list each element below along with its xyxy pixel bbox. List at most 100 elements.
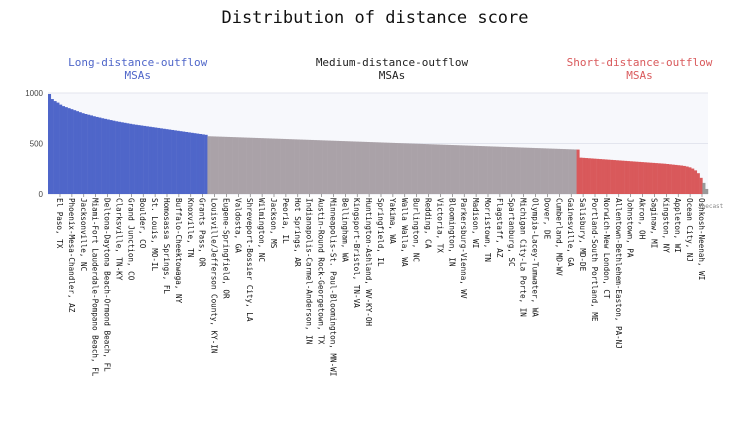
bar: [296, 139, 300, 194]
group-sublabel: MSAs: [626, 69, 653, 82]
bar: [249, 137, 253, 194]
bar: [702, 182, 706, 194]
x-tick-label: Akron, OH: [638, 198, 647, 240]
bar: [383, 142, 387, 194]
bar: [615, 160, 619, 194]
bar: [112, 120, 116, 194]
bar: [201, 134, 205, 194]
x-tick-label: Bellingham, WA: [340, 198, 349, 262]
x-tick-label: Springfield, IL: [376, 198, 385, 267]
x-tick-labels: El Paso, TX Phoenix-Mesa-Chandler, AZ Jack…: [55, 194, 706, 377]
x-tick-label: Jacksonville, NC: [79, 198, 88, 271]
x-tick-label: Austin-Round Rock-Georgetown, TX: [317, 198, 326, 345]
bar: [213, 136, 217, 194]
bar: [70, 109, 74, 194]
bar: [327, 140, 331, 194]
bar: [556, 148, 561, 194]
bar: [243, 137, 247, 194]
bar: [677, 165, 681, 194]
bar: [185, 131, 189, 194]
group-sublabel: MSAs: [379, 69, 406, 82]
bar: [551, 148, 555, 194]
bar: [288, 139, 292, 194]
bar: [103, 118, 107, 194]
bar: [512, 147, 516, 194]
bar: [268, 138, 272, 194]
x-tick-label: Eugene-Springfield, OR: [221, 198, 230, 299]
x-tick-label: Deltona-Daytona Beach-Ormond Beach, FL: [103, 198, 112, 372]
bar: [470, 145, 474, 194]
bar: [498, 146, 502, 194]
bar: [101, 118, 105, 194]
bar: [148, 126, 152, 194]
bar: [106, 119, 110, 194]
group-label: Short-distance-outflow: [567, 56, 713, 69]
bar: [134, 124, 138, 194]
bar: [643, 162, 647, 194]
bar: [187, 132, 191, 194]
bar: [389, 142, 393, 194]
bar: [593, 158, 597, 194]
bar: [87, 114, 91, 194]
bar: [487, 146, 491, 194]
bar: [450, 145, 454, 194]
bar: [313, 140, 317, 194]
bar: [260, 138, 264, 194]
bar: [75, 111, 80, 194]
bar: [215, 136, 219, 194]
x-tick-label: Kingsport-Bristol, TN-VA: [352, 198, 361, 308]
bar: [545, 148, 549, 194]
bar: [302, 139, 306, 194]
bar: [333, 140, 337, 194]
bar: [266, 138, 270, 194]
bar: [182, 131, 186, 194]
bar: [263, 138, 267, 194]
bar: [579, 157, 583, 194]
bar: [280, 138, 284, 194]
x-tick-label: Grants Pass, OR: [198, 198, 207, 267]
bar: [646, 162, 650, 194]
bar: [324, 140, 328, 194]
bar: [173, 130, 177, 194]
bar: [663, 163, 667, 194]
bar: [210, 136, 214, 194]
bar: [467, 145, 471, 194]
bar: [308, 139, 312, 194]
bar: [224, 136, 228, 194]
bar: [282, 138, 286, 194]
bar: [61, 106, 66, 194]
bar: [531, 147, 535, 194]
x-tick-label: Louisville/Jefferson County, KY-IN: [210, 198, 219, 354]
bar: [123, 122, 127, 194]
corner-label: Joecast: [698, 203, 724, 210]
bar: [140, 125, 144, 194]
bar: [517, 147, 521, 194]
bar: [526, 147, 530, 194]
bar: [674, 164, 678, 194]
bar: [638, 161, 642, 194]
bar: [350, 141, 354, 194]
bar: [394, 142, 398, 194]
bar: [131, 124, 135, 194]
bar: [361, 141, 365, 194]
bar: [610, 159, 614, 194]
bar: [64, 107, 68, 194]
bar: [257, 138, 261, 194]
bar: [436, 144, 440, 194]
x-tick-label: Spartanburg, SC: [507, 198, 516, 267]
bar: [347, 141, 351, 194]
bar: [414, 143, 418, 194]
bar: [439, 144, 443, 194]
x-tick-label: Ocean City, NJ: [685, 198, 694, 262]
bar: [411, 143, 415, 194]
bar: [235, 137, 239, 194]
bar: [657, 163, 661, 194]
bar: [529, 147, 533, 194]
bar: [159, 128, 163, 194]
bar: [338, 140, 342, 194]
bar: [56, 102, 60, 194]
x-tick-label: Knoxville, TN: [186, 198, 195, 258]
group-sublabel: MSAs: [124, 69, 151, 82]
bar: [688, 167, 692, 194]
x-tick-label: Redding, CA: [424, 198, 433, 249]
